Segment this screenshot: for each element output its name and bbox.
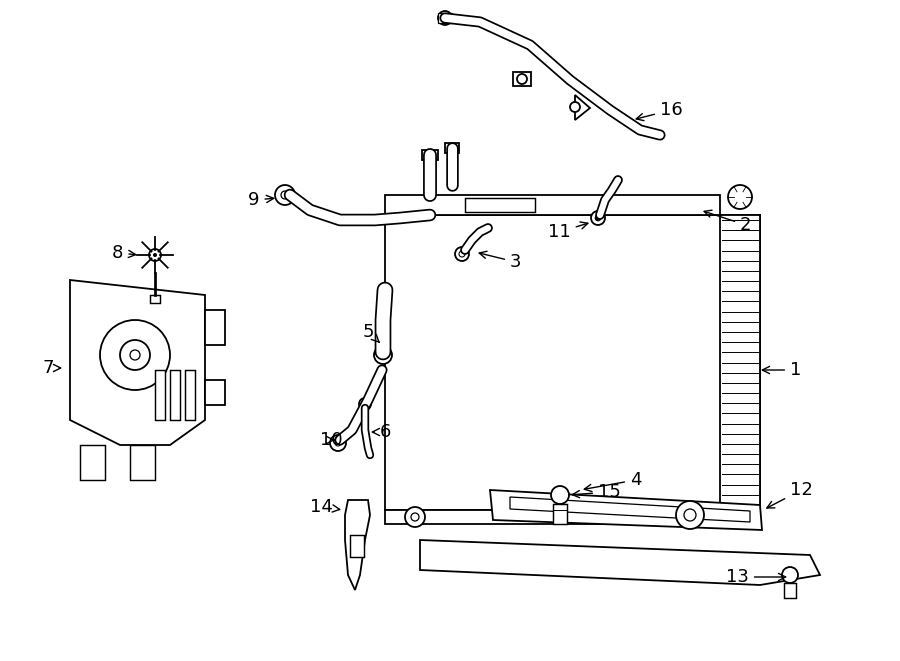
Circle shape [459,251,465,257]
Text: 10: 10 [320,431,343,449]
Circle shape [676,501,704,529]
Polygon shape [345,500,370,590]
Polygon shape [420,540,820,585]
Circle shape [455,247,469,261]
Polygon shape [575,95,590,120]
Circle shape [335,440,341,446]
Circle shape [684,509,696,521]
Circle shape [374,346,392,364]
Circle shape [130,350,140,360]
Circle shape [281,191,289,199]
Bar [350,535,364,557]
Circle shape [149,249,161,261]
Text: 13: 13 [726,568,786,586]
Circle shape [696,513,704,521]
Bar [385,195,720,215]
Bar [205,380,225,405]
Circle shape [275,185,295,205]
Bar [784,583,796,598]
Circle shape [551,486,569,504]
Circle shape [782,567,798,583]
Text: 16: 16 [636,101,683,121]
Bar [438,13,452,23]
Bar [465,198,535,212]
Bar [553,504,567,524]
Circle shape [728,185,752,209]
Text: 14: 14 [310,498,339,516]
Bar [513,72,531,86]
Text: 5: 5 [363,323,380,342]
Circle shape [591,211,605,225]
Bar [150,295,160,303]
Text: 8: 8 [112,244,136,262]
Text: 11: 11 [548,222,588,241]
Bar [205,310,225,345]
Bar [720,215,760,510]
Bar [80,445,105,480]
Circle shape [153,253,157,257]
Polygon shape [70,280,205,445]
Bar [170,370,180,420]
Text: 2: 2 [704,210,752,234]
Circle shape [690,507,710,527]
Text: 3: 3 [479,251,521,271]
Text: 15: 15 [572,483,621,501]
Text: 7: 7 [42,359,60,377]
Bar [185,370,195,420]
Circle shape [595,215,601,221]
Polygon shape [490,490,762,530]
Bar [422,150,438,160]
Circle shape [100,320,170,390]
Bar [445,143,459,153]
Text: 12: 12 [767,481,813,508]
Circle shape [438,11,452,25]
Bar [385,215,760,510]
Text: 1: 1 [762,361,801,379]
Text: 6: 6 [373,423,392,441]
Circle shape [405,507,425,527]
Circle shape [570,102,580,112]
Circle shape [517,74,527,84]
Polygon shape [510,497,750,522]
Circle shape [359,398,371,410]
Bar [130,445,155,480]
Text: 9: 9 [248,191,274,209]
Bar [385,510,760,524]
Circle shape [330,435,346,451]
Circle shape [120,340,150,370]
Bar [155,370,165,420]
Circle shape [411,513,419,521]
Text: 4: 4 [584,471,642,492]
